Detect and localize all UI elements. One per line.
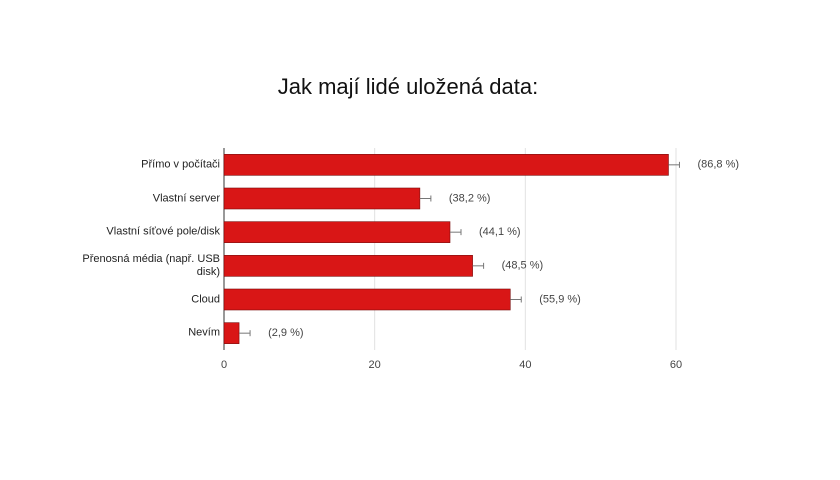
bar-label: (55,9 %) bbox=[539, 293, 581, 305]
y-tick-label: Cloud bbox=[191, 293, 220, 305]
y-tick-label: Vlastní síťové pole/disk bbox=[106, 225, 220, 238]
bar bbox=[223, 187, 421, 210]
x-tick-label: 0 bbox=[221, 359, 227, 371]
bar-label: (2,9 %) bbox=[268, 327, 303, 339]
x-tick-label: 20 bbox=[369, 359, 381, 371]
bar bbox=[223, 255, 473, 277]
bar bbox=[223, 221, 451, 243]
bar-label: (44,1 %) bbox=[479, 226, 521, 238]
bar-label: (86,8 %) bbox=[697, 159, 739, 171]
x-tick-label: 60 bbox=[670, 359, 682, 371]
bar-label: (38,2 %) bbox=[449, 192, 491, 204]
chart-title: Jak mají lidé uložená data: bbox=[278, 74, 539, 99]
bar bbox=[223, 288, 511, 311]
y-tick-label: Přímo v počítači bbox=[141, 158, 220, 171]
y-tick-label: Nevím bbox=[188, 326, 220, 339]
bar-label: (48,5 %) bbox=[502, 260, 544, 272]
y-tick-label: Vlastní server bbox=[152, 192, 220, 204]
bar bbox=[223, 154, 669, 176]
x-tick-label: 40 bbox=[519, 359, 531, 371]
y-tick-label: Přenosná média (např. USB disk) bbox=[82, 252, 220, 278]
bar bbox=[223, 322, 240, 344]
